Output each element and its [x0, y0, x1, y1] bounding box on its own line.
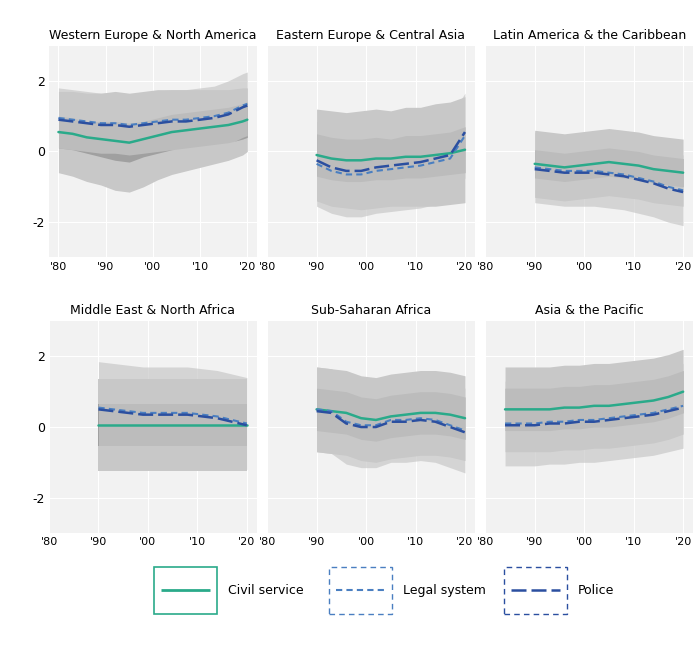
Title: Middle East & North Africa: Middle East & North Africa [71, 304, 235, 317]
Text: Civil service: Civil service [228, 584, 303, 597]
Text: Legal system: Legal system [402, 584, 485, 597]
Title: Asia & the Pacific: Asia & the Pacific [535, 304, 643, 317]
Title: Latin America & the Caribbean: Latin America & the Caribbean [493, 29, 686, 42]
Title: Eastern Europe & Central Asia: Eastern Europe & Central Asia [276, 29, 466, 42]
Text: Police: Police [578, 584, 614, 597]
Title: Sub-Saharan Africa: Sub-Saharan Africa [311, 304, 431, 317]
Title: Western Europe & North America: Western Europe & North America [49, 29, 257, 42]
